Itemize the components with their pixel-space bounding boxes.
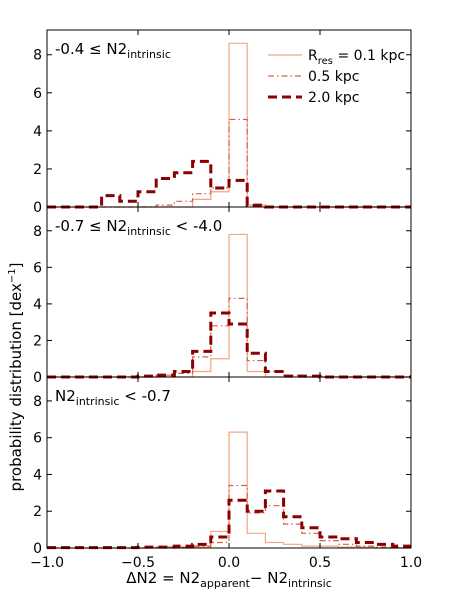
panel-3-y-tick-label: 6 [33,431,42,447]
panel-1 [47,42,411,209]
x-axis-label-sub-apparent: apparent [200,577,250,590]
x-axis-label: ΔN2 = N2apparent− N2intrinsic [126,569,332,590]
panel-3-y-tick-label: 8 [33,394,42,410]
panel-3-y-tick-label: 0 [33,541,42,557]
legend-entry-2.0-kpc: 2.0 kpc [308,90,359,106]
panel-2-y-tick-label: 4 [33,297,42,313]
panel-2 [47,233,411,379]
panel-1-y-tick-label: 4 [33,124,42,140]
x-axis-label-sub-intrinsic: intrinsic [288,577,332,590]
panel-2-y-tick-label: 2 [33,333,42,349]
panel-2-y-tick-label: 8 [33,224,42,240]
panel-3-y-tick-label: 4 [33,467,42,483]
panel-1-series-s3 [47,159,411,209]
x-tick-label: 0.5 [309,555,331,571]
legend-entry-0.5-kpc: 0.5 kpc [308,69,359,85]
x-tick-label: −0.5 [121,555,155,571]
panel-1-y-tick-label: 8 [33,48,42,64]
legend-entry-0.1-kpc: Rres = 0.1 kpc [308,48,405,67]
panel-1-y-tick-label: 0 [33,200,42,216]
panel-3 [47,431,411,550]
panel-2-annotation: -0.7 ≤ N2intrinsic < -4.0 [55,217,222,238]
x-axis-layer: −1.0 −0.5 0.0 0.5 1.0 [30,555,422,571]
legend: Rres = 0.1 kpc 0.5 kpc 2.0 kpc [268,48,405,106]
panel-1-y-tick-label: 2 [33,162,42,178]
panel-3-annotation: N2intrinsic < -0.7 [55,387,171,408]
panel-1-y-tick-label: 6 [33,86,42,102]
panel-3-frame [46,376,412,549]
panel-2-y-tick-label: 0 [33,370,42,386]
panel-1-annotation: -0.4 ≤ N2intrinsic [55,40,171,61]
y-axis-label-close: ] [7,263,25,269]
x-tick-label: −1.0 [30,555,64,571]
frames-layer: 0 2 4 6 8 -0.4 ≤ N2intrinsic 0 2 4 6 8 -0.7 ≤ N2int… [33,29,412,557]
y-axis-label: probability distribution [dex−1] [7,263,25,492]
panel-2-y-tick-label: 6 [33,260,42,276]
panels-layer [47,42,411,550]
panel-3-y-tick-label: 2 [33,504,42,520]
x-tick-label: 0.0 [218,555,240,571]
x-tick-label: 1.0 [400,555,422,571]
y-axis-label-superscript: −1 [7,268,18,283]
